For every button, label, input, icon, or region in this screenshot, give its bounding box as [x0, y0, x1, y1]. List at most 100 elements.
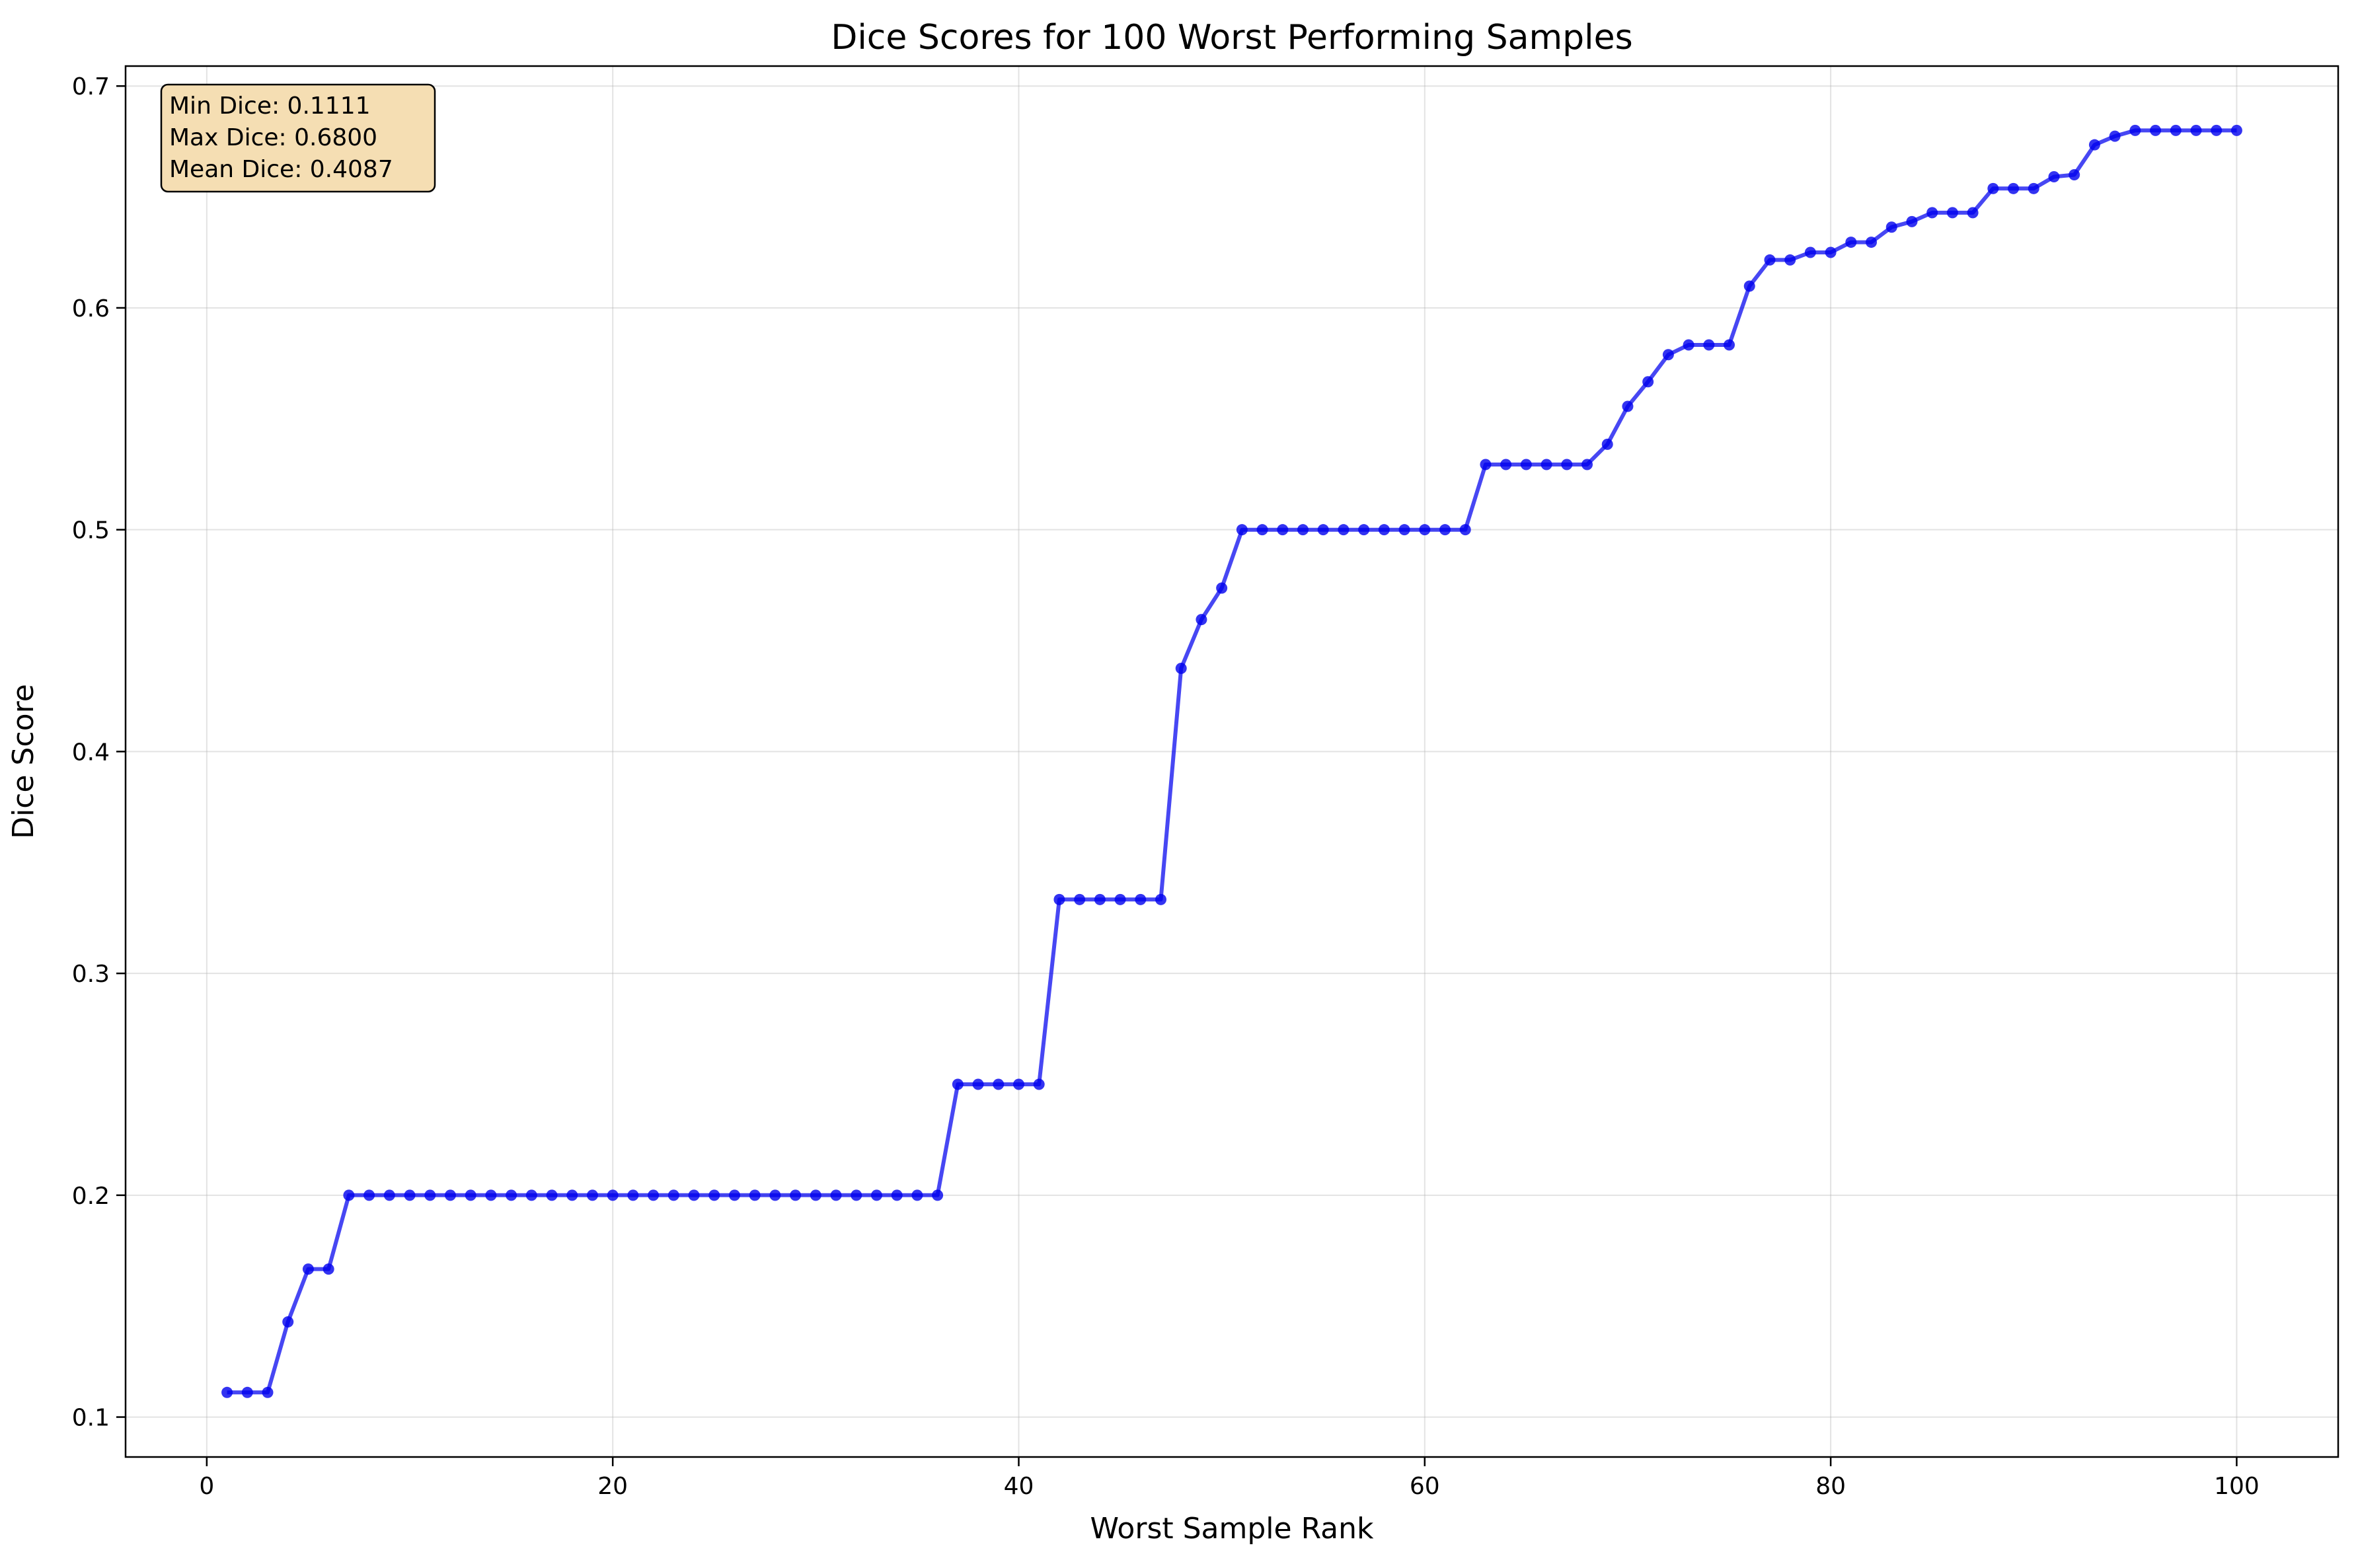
data-point	[952, 1078, 964, 1090]
data-point	[1094, 893, 1106, 905]
data-point	[1500, 459, 1512, 470]
data-point	[1277, 524, 1289, 536]
data-point	[2230, 124, 2242, 136]
stats-mean-dice: Mean Dice: 0.4087	[169, 156, 393, 183]
stats-max-dice: Max Dice: 0.6800	[169, 124, 377, 151]
data-point	[1358, 524, 1370, 536]
y-tick-label: 0.5	[72, 517, 110, 544]
data-point	[2048, 171, 2060, 183]
data-point	[708, 1189, 720, 1201]
data-point	[586, 1189, 598, 1201]
series-line	[227, 128, 2237, 1395]
data-point	[769, 1189, 781, 1201]
data-point	[2088, 139, 2100, 151]
data-point	[1987, 182, 1999, 194]
data-point	[688, 1189, 700, 1201]
data-point	[525, 1189, 537, 1201]
data-point	[1946, 207, 1958, 219]
data-point	[1317, 524, 1329, 536]
data-point	[1804, 246, 1816, 258]
data-point	[1581, 459, 1593, 470]
data-point	[972, 1078, 984, 1090]
data-point	[383, 1189, 395, 1201]
y-tick-label: 0.1	[72, 1405, 110, 1432]
data-point	[1683, 339, 1694, 351]
data-point	[891, 1189, 903, 1201]
data-point	[2211, 124, 2223, 136]
data-point	[282, 1316, 294, 1328]
y-tick-label: 0.7	[72, 73, 110, 100]
data-point	[810, 1189, 821, 1201]
data-point	[1825, 246, 1837, 258]
axis-ticks: 0 20 40 60 80 100 0.1 0.2 0.3 0.4 0.5 0.6 0.7	[72, 73, 2260, 1500]
data-point	[932, 1189, 944, 1201]
data-point	[2170, 124, 2182, 136]
data-point	[302, 1263, 314, 1275]
data-point	[465, 1189, 476, 1201]
x-tick-label: 80	[1815, 1473, 1846, 1500]
data-point	[241, 1386, 253, 1398]
data-point	[1561, 459, 1573, 470]
data-point	[1216, 582, 1228, 594]
data-point	[2008, 182, 2020, 194]
stats-box-background	[160, 83, 436, 193]
data-point	[1439, 524, 1451, 536]
x-tick-label: 60	[1410, 1473, 1440, 1500]
data-point	[506, 1189, 517, 1201]
data-point	[323, 1263, 334, 1275]
data-point	[1642, 376, 1654, 388]
data-point	[1155, 893, 1166, 905]
x-tick-label: 0	[199, 1473, 214, 1500]
data-point	[566, 1189, 578, 1201]
data-point	[1033, 1078, 1045, 1090]
data-point	[1866, 237, 1878, 248]
y-tick-label: 0.2	[72, 1183, 110, 1210]
data-point	[1175, 662, 1187, 674]
data-point	[1662, 349, 1674, 361]
data-point	[1256, 524, 1268, 536]
plot-frame	[124, 65, 2339, 1458]
data-point	[546, 1189, 558, 1201]
data-point	[2190, 124, 2202, 136]
data-point	[648, 1189, 660, 1201]
data-point	[1601, 438, 1613, 450]
data-point	[485, 1189, 497, 1201]
data-point	[1114, 893, 1126, 905]
data-point	[1520, 459, 1532, 470]
data-point	[1743, 280, 1755, 292]
data-point	[790, 1189, 802, 1201]
stats-box: Min Dice: 0.1111 Max Dice: 0.6800 Mean D…	[160, 83, 436, 193]
data-point	[627, 1189, 639, 1201]
data-point	[1196, 614, 1207, 626]
y-axis-label: Dice Score	[7, 684, 40, 839]
data-point	[607, 1189, 619, 1201]
data-point	[1622, 400, 1634, 412]
data-point	[2028, 182, 2039, 194]
data-point	[424, 1189, 436, 1201]
x-axis-label: Worst Sample Rank	[1090, 1512, 1375, 1546]
data-point	[749, 1189, 761, 1201]
data-point	[1703, 339, 1715, 351]
data-point	[1480, 459, 1492, 470]
data-point	[2150, 124, 2162, 136]
x-tick-label: 20	[597, 1473, 628, 1500]
data-point	[1236, 524, 1248, 536]
y-tick-label: 0.6	[72, 295, 110, 322]
chart-title: Dice Scores for 100 Worst Performing Sam…	[831, 18, 1632, 57]
x-tick-label: 40	[1004, 1473, 1034, 1500]
data-point	[1885, 221, 1897, 233]
data-point	[728, 1189, 740, 1201]
data-point	[911, 1189, 923, 1201]
data-point	[221, 1386, 233, 1398]
data-point	[404, 1189, 416, 1201]
data-point	[1845, 237, 1857, 248]
data-point	[2109, 130, 2121, 142]
data-point	[1967, 207, 1979, 219]
data-point	[993, 1078, 1005, 1090]
data-point	[1540, 459, 1552, 470]
data-point	[1297, 524, 1309, 536]
data-point	[851, 1189, 862, 1201]
